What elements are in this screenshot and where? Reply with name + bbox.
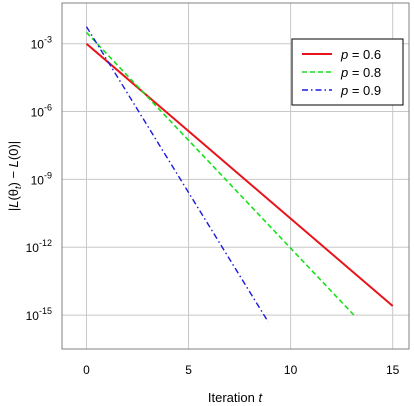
series-layer — [85, 26, 394, 323]
x-tick-labels: 0 5 10 15 — [83, 363, 400, 377]
y-axis-title: |L(θt) − L(0)| — [6, 141, 23, 211]
legend-label: p = 0.8 — [340, 65, 381, 80]
y-tick-label: 10-12 — [26, 238, 52, 255]
x-axis-title: Iteration t — [208, 390, 264, 405]
legend-label: p = 0.9 — [340, 83, 381, 98]
plot-frame — [61, 2, 410, 350]
y-tick-label: 10-3 — [31, 35, 52, 52]
series-line-p-0-8 — [85, 31, 355, 316]
y-tick-label: 10-9 — [31, 170, 52, 187]
x-tick-label: 10 — [284, 363, 298, 377]
x-tick-label: 5 — [185, 363, 192, 377]
y-tick-label: 10-6 — [31, 103, 52, 120]
y-tick-label: 10-15 — [26, 306, 52, 323]
x-tick-label: 0 — [83, 363, 90, 377]
legend-label: p = 0.6 — [340, 47, 381, 62]
y-tick-labels: 10-3 10-6 10-9 10-12 10-15 — [26, 35, 52, 323]
series-line-p-0-9 — [85, 26, 269, 323]
x-tick-label: 15 — [386, 363, 400, 377]
legend: p = 0.6 p = 0.8 p = 0.9 — [291, 38, 404, 106]
legend-entries: p = 0.6 p = 0.8 p = 0.9 — [302, 47, 381, 98]
